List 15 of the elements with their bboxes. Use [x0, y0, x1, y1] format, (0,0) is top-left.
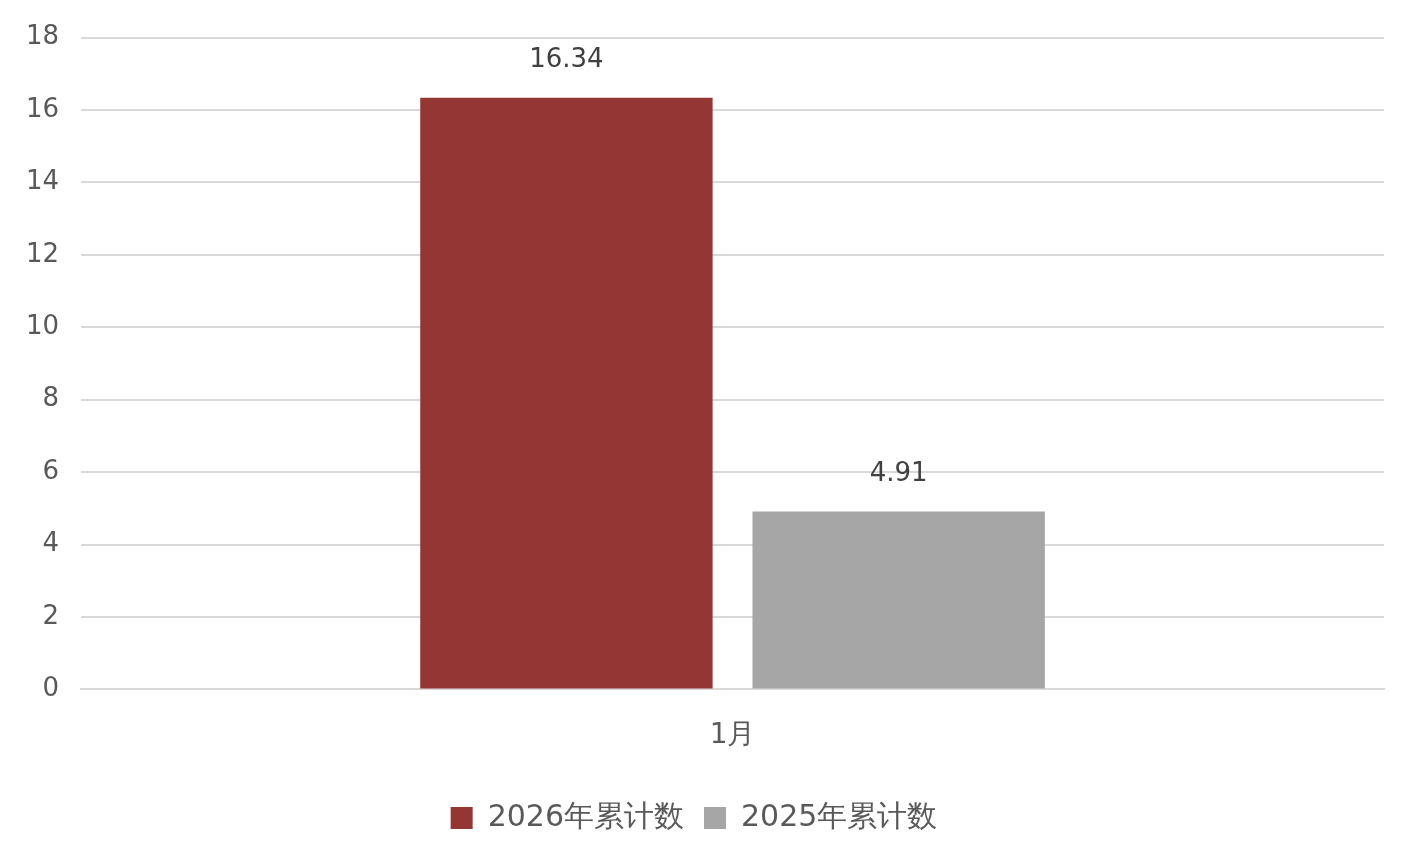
legend-label: 2025年累计数: [741, 797, 938, 833]
y-tick-label: 6: [42, 454, 60, 485]
y-tick-label: 12: [25, 237, 60, 268]
legend-label: 2026年累计数: [487, 797, 685, 833]
y-tick-label: 0: [42, 672, 60, 703]
y-tick-label: 18: [25, 20, 60, 51]
y-tick-label: 2: [42, 599, 60, 630]
y-tick-label: 4: [42, 527, 60, 558]
y-tick-label: 8: [42, 382, 60, 413]
y-tick-label: 14: [25, 165, 60, 196]
data-label: 4.91: [869, 457, 928, 488]
x-tick-label: 1月: [709, 717, 756, 751]
y-tick-label: 10: [25, 310, 60, 341]
y-tick-label: 16: [25, 92, 60, 123]
data-label: 16.34: [529, 43, 604, 74]
